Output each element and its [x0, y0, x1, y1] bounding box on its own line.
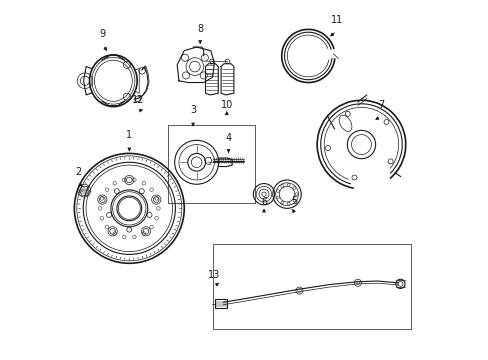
Text: 10: 10 — [220, 100, 232, 110]
Text: 6: 6 — [261, 197, 266, 207]
Bar — [214, 300, 227, 308]
Text: 3: 3 — [190, 105, 196, 115]
Text: 13: 13 — [208, 270, 220, 280]
Text: 1: 1 — [126, 130, 132, 140]
Text: 11: 11 — [330, 15, 342, 25]
Bar — [168, 125, 255, 203]
Text: 4: 4 — [225, 134, 231, 144]
Text: 5: 5 — [290, 195, 297, 206]
Text: 8: 8 — [197, 24, 203, 33]
Text: 2: 2 — [75, 167, 81, 177]
Text: 12: 12 — [132, 95, 144, 104]
Text: 7: 7 — [377, 100, 383, 110]
Text: 9: 9 — [100, 29, 105, 39]
Bar — [212, 244, 410, 329]
